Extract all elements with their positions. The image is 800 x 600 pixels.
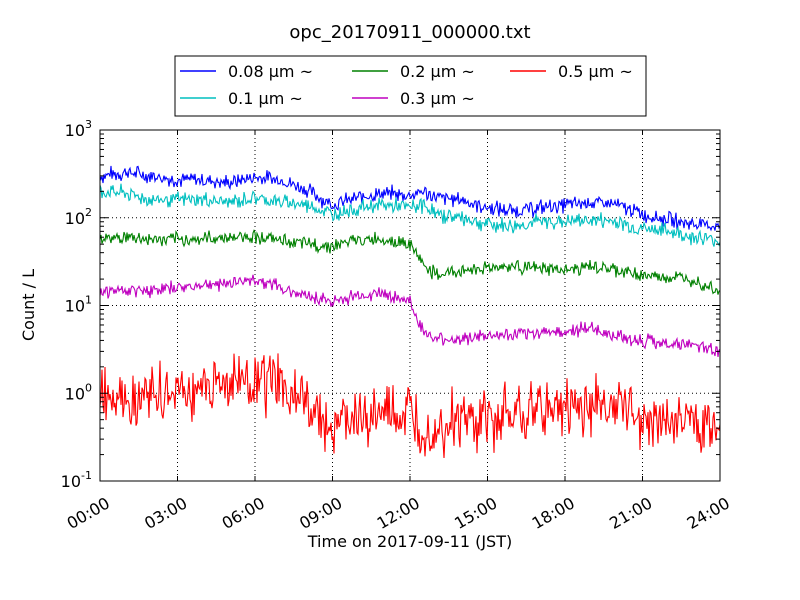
- legend-label: 0.5 μm ~: [558, 62, 633, 81]
- series-line: [99, 165, 721, 232]
- y-axis-label: Count / L: [19, 269, 38, 341]
- legend-box: [174, 55, 647, 117]
- legend: 0.08 μm ~ 0.1 μm ~ 0.2 μm ~ 0.3 μm ~ 0.5 μm …: [174, 55, 647, 117]
- series-line: [99, 183, 721, 247]
- y-tick-label: 103: [65, 118, 92, 140]
- legend-label: 0.3 μm ~: [400, 89, 475, 108]
- y-tick-label: 102: [65, 206, 92, 228]
- ticks: [99, 129, 721, 482]
- legend-label: 0.08 μm ~: [228, 62, 313, 81]
- series-line: [99, 274, 721, 357]
- y-tick-label: 10-1: [61, 469, 92, 491]
- series-line: [99, 353, 721, 459]
- legend-label: 0.2 μm ~: [400, 62, 475, 81]
- series-lines: [99, 165, 721, 459]
- y-tick-label: 101: [65, 294, 92, 316]
- series-line: [99, 229, 721, 295]
- x-axis-label: Time on 2017-09-11 (JST): [307, 532, 512, 551]
- chart-title: opc_20170911_000000.txt: [289, 22, 530, 43]
- legend-label: 0.1 μm ~: [228, 89, 303, 108]
- y-tick-label: 100: [65, 381, 92, 403]
- y-tick-labels: 10-1 100 101 102 103: [61, 118, 92, 491]
